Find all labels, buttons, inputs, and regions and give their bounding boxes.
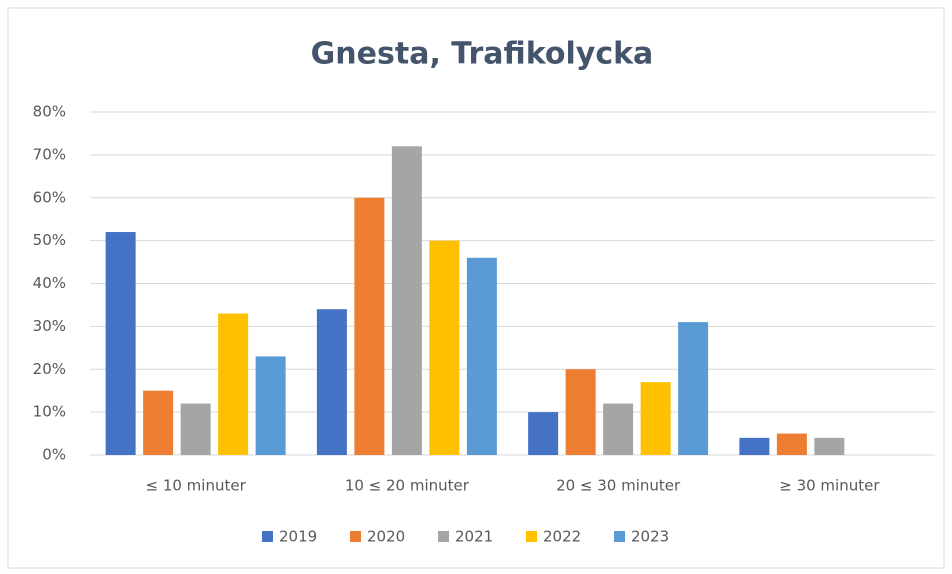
legend-label: 2019	[279, 528, 317, 546]
bar	[528, 412, 559, 455]
bar	[814, 437, 845, 455]
bar	[391, 146, 422, 456]
y-tick-label: 50%	[33, 231, 66, 249]
bar	[255, 356, 286, 455]
chart-title: Gnesta, Trafikolycka	[311, 37, 654, 72]
legend-swatch	[438, 531, 449, 542]
y-tick-label: 40%	[33, 274, 66, 292]
y-tick-label: 20%	[33, 360, 66, 378]
y-tick-label: 10%	[33, 403, 66, 421]
bar	[678, 322, 709, 455]
x-tick-label: ≤ 10 minuter	[145, 477, 246, 495]
y-tick-label: 30%	[33, 317, 66, 335]
y-tick-label: 60%	[33, 188, 66, 206]
bar	[565, 369, 596, 455]
legend-label: 2020	[367, 528, 405, 546]
y-tick-label: 0%	[42, 446, 66, 464]
legend-label: 2023	[631, 528, 669, 546]
x-tick-label: 20 ≤ 30 minuter	[556, 477, 681, 495]
bar	[354, 197, 385, 455]
y-tick-label: 70%	[33, 145, 66, 163]
legend-swatch	[526, 531, 537, 542]
bar	[218, 313, 249, 455]
y-tick-label: 80%	[33, 103, 66, 121]
legend-swatch	[350, 531, 361, 542]
bar	[429, 240, 460, 455]
bar	[180, 403, 211, 455]
bar	[640, 382, 671, 455]
bar	[316, 309, 347, 455]
bar	[739, 437, 770, 455]
legend-swatch	[262, 531, 273, 542]
bar	[603, 403, 634, 455]
bar	[776, 433, 807, 455]
legend-label: 2021	[455, 528, 493, 546]
legend-swatch	[614, 531, 625, 542]
x-tick-label: ≥ 30 minuter	[779, 477, 880, 495]
bar	[466, 257, 497, 455]
bar	[105, 232, 136, 455]
x-tick-label: 10 ≤ 20 minuter	[345, 477, 470, 495]
bar	[143, 390, 174, 455]
legend-label: 2022	[543, 528, 581, 546]
